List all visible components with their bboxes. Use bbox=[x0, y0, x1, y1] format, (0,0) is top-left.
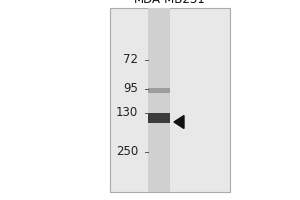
Bar bbox=[148, 88, 170, 92]
Text: 95: 95 bbox=[123, 82, 138, 95]
Bar bbox=[110, 8, 230, 192]
Text: 250: 250 bbox=[116, 145, 138, 158]
Bar bbox=[148, 8, 170, 192]
Text: MDA-MB231: MDA-MB231 bbox=[134, 0, 206, 6]
Text: 72: 72 bbox=[123, 53, 138, 66]
Bar bbox=[148, 113, 170, 123]
Polygon shape bbox=[174, 116, 184, 129]
Text: 130: 130 bbox=[116, 106, 138, 119]
